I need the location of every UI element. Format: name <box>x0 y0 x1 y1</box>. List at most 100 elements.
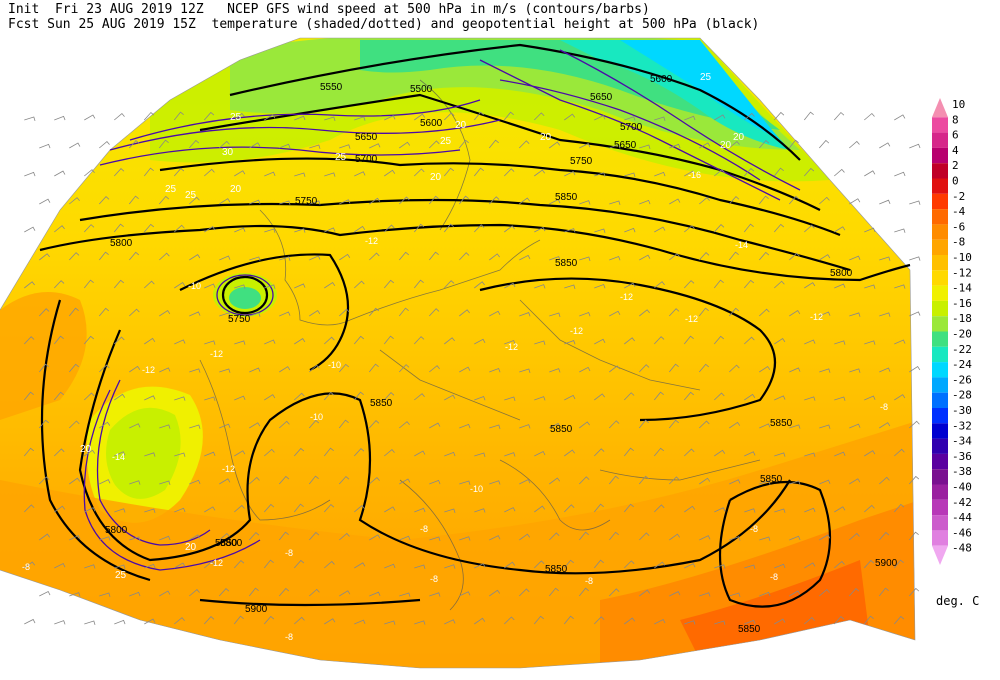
legend-label: -10 <box>952 251 972 264</box>
wind-barb <box>744 564 756 569</box>
wind-barb <box>38 363 49 373</box>
wind-barb <box>99 141 110 149</box>
temp-label: -8 <box>22 562 30 572</box>
wind-barb <box>638 475 649 485</box>
wind-barb <box>698 363 710 373</box>
wind-barb <box>624 227 636 233</box>
wind-barb <box>444 112 455 121</box>
wind-barb <box>804 507 816 513</box>
wind-barb <box>279 366 291 373</box>
wind-barb <box>68 307 79 317</box>
wind-barb <box>354 562 366 569</box>
wind-barb <box>714 449 726 457</box>
wind-barb <box>53 391 64 401</box>
wind-barb <box>174 507 186 513</box>
wind-barb <box>474 281 485 289</box>
wind-barb <box>188 139 200 149</box>
wind-barb <box>414 113 426 121</box>
wind-barb <box>234 340 246 345</box>
legend-swatches <box>932 98 948 565</box>
legend-swatch <box>932 408 948 424</box>
wind-barb <box>354 225 366 233</box>
wind-barb <box>774 563 786 569</box>
wind-barb <box>369 252 380 261</box>
wind-barb <box>99 364 110 373</box>
wind-label: 25 <box>230 112 242 123</box>
wind-barb <box>414 393 425 401</box>
wind-barb <box>309 309 321 317</box>
wind-barb <box>339 199 351 205</box>
legend-label: -26 <box>952 373 972 386</box>
wind-barb <box>668 363 679 373</box>
wind-barb <box>863 615 874 625</box>
height-label: 5850 <box>555 192 578 203</box>
height-label: 5750 <box>295 196 318 207</box>
legend-swatch <box>932 316 948 332</box>
wind-barb <box>429 536 441 541</box>
temp-label: -12 <box>685 314 698 324</box>
wind-barb <box>489 535 501 541</box>
temp-label: -10 <box>328 360 341 370</box>
wind-barb <box>263 503 275 513</box>
wind-barb <box>368 420 380 429</box>
wind-barb <box>219 423 231 429</box>
wind-barb <box>684 170 696 177</box>
legend-swatch <box>932 499 948 516</box>
legend-label: -42 <box>952 496 972 509</box>
wind-barb <box>233 559 245 569</box>
wind-barb <box>338 419 349 429</box>
wind-barb <box>354 280 365 289</box>
wind-barb <box>578 476 590 485</box>
wind-barb <box>519 533 531 541</box>
wind-barb <box>578 587 589 597</box>
legend-swatch <box>932 377 948 393</box>
legend-label: -14 <box>952 282 972 295</box>
wind-barb <box>294 228 306 233</box>
wind-barb <box>459 423 471 429</box>
wind-barb <box>54 563 66 569</box>
legend-swatch <box>932 209 948 225</box>
wind-barb <box>324 336 335 345</box>
wind-barb <box>114 451 126 457</box>
wind-barb <box>699 420 710 429</box>
wind-barb <box>398 364 410 373</box>
wind-barb <box>308 531 320 541</box>
wind-barb <box>248 531 260 541</box>
wind-barb <box>639 589 651 597</box>
wind-barb <box>519 254 531 261</box>
legend-units: deg. C <box>936 594 980 608</box>
wind-barb <box>84 169 95 177</box>
wind-barb <box>384 620 396 625</box>
wind-barb <box>399 535 411 541</box>
wind-barb <box>308 419 320 429</box>
wind-barb <box>684 115 696 121</box>
wind-barb <box>893 615 905 625</box>
wind-barb <box>54 620 66 625</box>
wind-barb <box>609 255 621 261</box>
wind-barb <box>819 479 831 485</box>
wind-barb <box>864 227 876 233</box>
wind-barb <box>908 587 920 597</box>
wind-barb <box>834 396 846 401</box>
wind-barb <box>249 312 261 317</box>
wind-barb <box>174 339 186 345</box>
wind-barb <box>669 198 681 205</box>
wind-barb <box>804 562 816 569</box>
wind-barb <box>159 309 171 317</box>
wind-barb <box>609 310 621 317</box>
wind-barb <box>414 450 426 457</box>
wind-barb <box>774 618 786 625</box>
wind-barb <box>473 224 485 233</box>
wind-barb <box>534 505 546 513</box>
wind-barb <box>398 251 410 261</box>
legend-label: -8 <box>952 236 965 249</box>
wind-barb <box>563 559 574 569</box>
wind-barb <box>819 311 831 317</box>
wind-barb <box>549 141 561 149</box>
wind-barb <box>849 478 861 485</box>
wind-barb <box>249 367 261 373</box>
legend-swatch <box>932 484 948 500</box>
wind-barb <box>549 422 561 429</box>
wind-barb <box>354 116 366 121</box>
